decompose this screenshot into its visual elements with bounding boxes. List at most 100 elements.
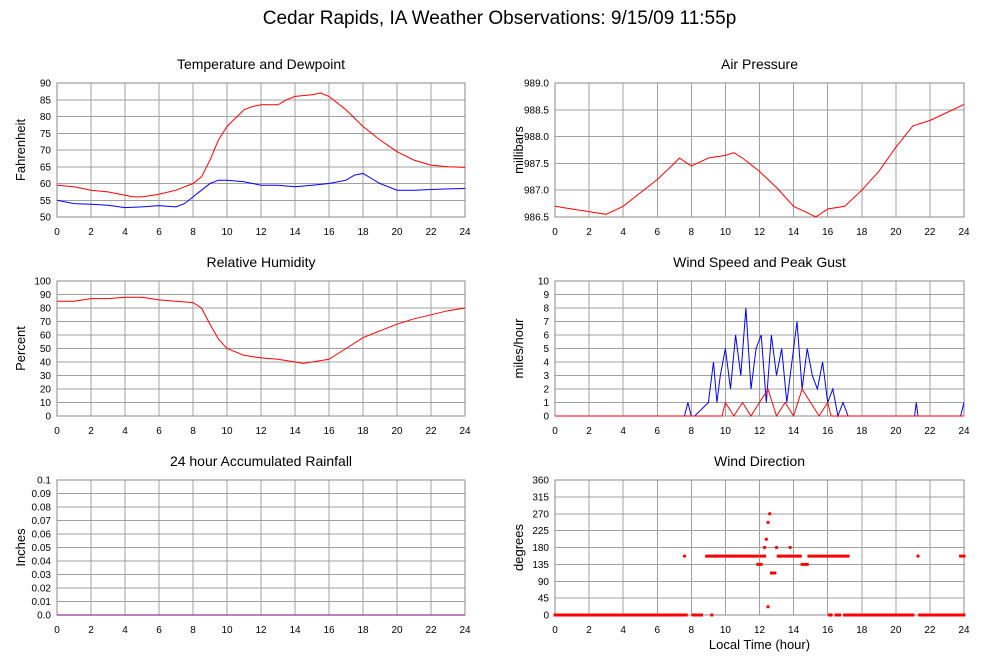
scatter-point [764, 537, 768, 541]
series-line-0 [56, 92, 466, 198]
y-tick-label: 90 [40, 290, 52, 301]
chart-title: Temperature and Dewpoint [177, 56, 345, 72]
x-tick-label: 16 [822, 625, 834, 636]
y-tick-label: 75 [40, 129, 52, 140]
x-tick-label: 24 [958, 227, 970, 238]
plot-frame [554, 479, 965, 616]
x-tick-label: 6 [156, 227, 162, 238]
y-tick-label: 50 [40, 213, 52, 224]
y-axis-label: Fahrenheit [13, 119, 28, 182]
y-tick-label: 100 [34, 277, 51, 288]
x-tick-label: 8 [190, 426, 196, 437]
y-tick-label: 0.1 [37, 476, 51, 487]
scatter-point [682, 554, 687, 558]
x-tick-label: 2 [586, 227, 592, 238]
y-axis-label: Inches [13, 528, 28, 567]
x-tick-label: 4 [620, 625, 626, 636]
y-tick-label: 0 [543, 611, 549, 622]
y-tick-label: 225 [532, 526, 549, 537]
y-tick-label: 1 [543, 398, 549, 409]
scatter-point [768, 512, 772, 516]
x-tick-label: 16 [822, 227, 834, 238]
y-tick-label: 80 [40, 304, 52, 315]
y-tick-label: 70 [40, 317, 52, 328]
scatter-point [766, 520, 770, 524]
x-tick-label: 18 [856, 426, 868, 437]
scatter-point [778, 554, 782, 558]
x-tick-label: 0 [552, 426, 558, 437]
x-tick-label: 12 [754, 227, 766, 238]
x-tick-label: 0 [54, 426, 60, 437]
y-tick-label: 3 [543, 371, 549, 382]
x-tick-label: 14 [788, 227, 800, 238]
plot-frame [554, 280, 965, 417]
y-tick-label: 60 [40, 179, 52, 190]
x-tick-label: 14 [788, 426, 800, 437]
series-line-1 [56, 172, 466, 209]
x-tick-label: 18 [357, 426, 369, 437]
chart-title: 24 hour Accumulated Rainfall [170, 453, 352, 469]
y-tick-label: 40 [40, 358, 52, 369]
y-tick-label: 10 [538, 277, 550, 288]
x-tick-label: 8 [190, 625, 196, 636]
x-tick-label: 0 [54, 227, 60, 238]
y-axis-label: millibars [511, 126, 526, 174]
x-tick-label: 10 [221, 426, 233, 437]
x-tick-label: 2 [586, 625, 592, 636]
x-tick-label: 16 [323, 625, 335, 636]
x-tick-label: 16 [822, 426, 834, 437]
scatter-point [763, 545, 767, 550]
x-tick-label: 10 [720, 426, 732, 437]
x-tick-label: 20 [391, 625, 403, 636]
x-tick-label: 20 [890, 426, 902, 437]
y-tick-label: 70 [40, 146, 52, 157]
y-tick-label: 180 [532, 543, 549, 554]
x-tick-label: 24 [459, 426, 471, 437]
y-tick-label: 6 [543, 331, 549, 342]
series-line-0 [554, 103, 965, 218]
x-tick-label: 0 [552, 227, 558, 238]
x-tick-label: 10 [221, 625, 233, 636]
x-tick-label: 20 [890, 227, 902, 238]
scatter-point [798, 554, 803, 558]
series-line-0 [555, 307, 965, 418]
x-tick-label: 18 [357, 227, 369, 238]
y-tick-label: 360 [532, 476, 549, 487]
y-tick-label: 135 [532, 560, 549, 571]
y-axis-label: miles/hour [511, 318, 526, 379]
x-tick-label: 4 [620, 227, 626, 238]
x-tick-label: 2 [88, 227, 94, 238]
chart-title: Wind Speed and Peak Gust [673, 254, 846, 270]
x-tick-label: 12 [754, 625, 766, 636]
x-tick-label: 14 [289, 227, 301, 238]
x-tick-label: 14 [788, 625, 800, 636]
x-tick-label: 22 [924, 625, 936, 636]
y-tick-label: 988.5 [524, 105, 549, 116]
x-tick-label: 8 [689, 625, 695, 636]
y-axis-label: Percent [13, 326, 28, 371]
y-tick-label: 30 [40, 371, 52, 382]
chart-title: Relative Humidity [207, 254, 316, 270]
x-tick-label: 6 [654, 227, 660, 238]
y-tick-label: 55 [40, 196, 52, 207]
x-tick-label: 20 [890, 625, 902, 636]
x-tick-label: 6 [156, 625, 162, 636]
y-tick-label: 9 [543, 290, 549, 301]
y-tick-label: 987.5 [524, 159, 549, 170]
y-tick-label: 0.06 [32, 530, 52, 541]
y-tick-label: 5 [543, 344, 549, 355]
x-tick-label: 6 [156, 426, 162, 437]
y-tick-label: 988.0 [524, 132, 549, 143]
page-title: Cedar Rapids, IA Weather Observations: 9… [262, 8, 737, 29]
series-line-1 [555, 387, 964, 418]
scatter-point [788, 545, 792, 550]
x-tick-label: 18 [856, 625, 868, 636]
y-tick-label: 0.01 [32, 597, 52, 608]
x-tick-label: 8 [190, 227, 196, 238]
chart-title: Air Pressure [721, 56, 798, 72]
scatter-point [916, 554, 920, 558]
x-tick-label: 24 [459, 227, 471, 238]
